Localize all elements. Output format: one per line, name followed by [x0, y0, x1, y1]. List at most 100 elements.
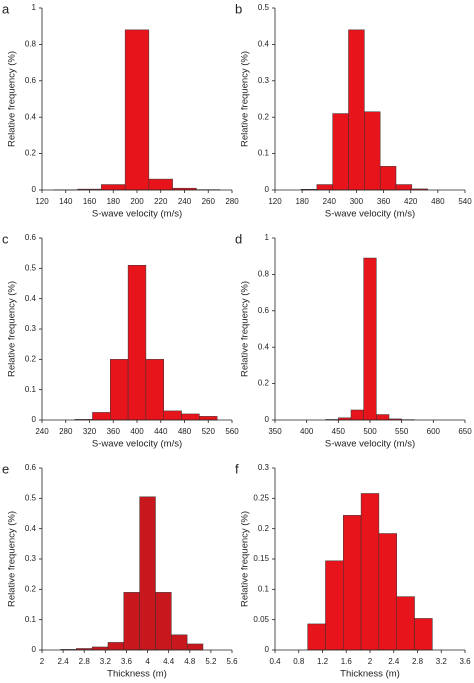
- x-tick-label: 1.6: [341, 657, 353, 666]
- y-tick-label: 0.6: [258, 306, 270, 315]
- y-axis-label: Relative frequency (%): [240, 51, 251, 147]
- bar: [376, 414, 390, 421]
- x-tick-label: 520: [202, 427, 216, 436]
- y-tick-label: 0.1: [258, 584, 270, 593]
- y-tick-label: 0.3: [258, 76, 270, 85]
- y-tick-label: 0.2: [258, 524, 270, 533]
- bar: [360, 493, 380, 651]
- x-axis-label: Thickness (m): [340, 669, 400, 680]
- x-tick-label: 2.8: [412, 657, 424, 666]
- bar: [127, 265, 147, 421]
- panel-label: d: [235, 231, 242, 246]
- bar: [92, 412, 111, 421]
- bar: [379, 166, 397, 191]
- x-tick-label: 600: [427, 427, 441, 436]
- y-tick-label: 0.4: [25, 294, 37, 303]
- bar: [123, 592, 140, 651]
- y-tick-label: 0.2: [25, 149, 37, 158]
- x-tick-label: 440: [154, 427, 168, 436]
- y-tick-label: 0: [265, 645, 270, 654]
- x-tick-label: 4.4: [163, 657, 175, 666]
- x-tick-label: 280: [225, 197, 239, 206]
- x-tick-label: 500: [363, 427, 377, 436]
- y-tick-label: 0.2: [258, 112, 270, 121]
- panel-label: b: [235, 1, 242, 16]
- y-tick-label: 0.8: [258, 270, 270, 279]
- bar: [343, 515, 362, 651]
- y-tick-label: 0: [32, 645, 37, 654]
- x-tick-label: 280: [59, 427, 73, 436]
- y-tick-label: 0.5: [258, 3, 270, 12]
- x-tick-label: 120: [35, 197, 49, 206]
- bar: [163, 410, 182, 421]
- x-axis-label: S-wave velocity (m/s): [325, 209, 415, 220]
- x-tick-label: 220: [154, 197, 168, 206]
- x-tick-label: 480: [178, 427, 192, 436]
- x-tick-label: 240: [35, 427, 49, 436]
- y-axis-label: Relative frequency (%): [7, 281, 18, 377]
- bar: [325, 560, 344, 651]
- x-tick-label: 3.2: [100, 657, 112, 666]
- x-tick-label: 5.2: [205, 657, 217, 666]
- bar: [124, 29, 150, 191]
- y-axis-label: Relative frequency (%): [7, 51, 18, 147]
- x-tick-label: 140: [59, 197, 73, 206]
- y-tick-label: 0.1: [258, 149, 270, 158]
- x-tick-label: 2.4: [58, 657, 70, 666]
- x-tick-label: 360: [107, 427, 121, 436]
- x-tick-label: 420: [404, 197, 418, 206]
- bar: [139, 496, 156, 651]
- x-tick-label: 200: [130, 197, 144, 206]
- x-tick-label: 240: [178, 197, 192, 206]
- y-tick-label: 0.5: [25, 263, 37, 272]
- x-tick-label: 3.6: [459, 657, 471, 666]
- x-tick-label: 550: [395, 427, 409, 436]
- x-tick-label: 2.4: [388, 657, 400, 666]
- y-tick-label: 0: [32, 415, 37, 424]
- x-tick-label: 260: [202, 197, 216, 206]
- y-tick-label: 0.3: [25, 554, 37, 563]
- y-tick-label: 0.25: [253, 493, 269, 502]
- x-tick-label: 2: [40, 657, 45, 666]
- bar: [171, 634, 188, 651]
- y-tick-label: 0.4: [258, 342, 270, 351]
- bar: [378, 533, 397, 651]
- bar: [181, 413, 200, 421]
- y-tick-label: 0.2: [258, 379, 270, 388]
- x-tick-label: 180: [295, 197, 309, 206]
- x-tick-label: 560: [225, 427, 239, 436]
- bar: [155, 592, 172, 651]
- y-tick-label: 0.4: [25, 524, 37, 533]
- x-tick-label: 480: [431, 197, 445, 206]
- bar: [148, 178, 173, 191]
- x-tick-label: 1.2: [317, 657, 329, 666]
- x-tick-label: 180: [107, 197, 121, 206]
- x-tick-label: 5.6: [226, 657, 238, 666]
- y-tick-label: 0.4: [25, 112, 37, 121]
- bar: [350, 409, 364, 421]
- y-tick-label: 0.05: [253, 615, 269, 624]
- bar: [332, 113, 349, 191]
- x-axis-label: S-wave velocity (m/s): [92, 439, 182, 450]
- x-tick-label: 350: [268, 427, 282, 436]
- bar: [101, 184, 126, 191]
- y-tick-label: 0.15: [253, 554, 269, 563]
- bar: [307, 623, 326, 651]
- bar: [396, 596, 415, 651]
- y-tick-label: 0.2: [25, 584, 37, 593]
- y-tick-label: 0.6: [25, 233, 37, 242]
- x-tick-label: 650: [458, 427, 472, 436]
- y-tick-label: 1: [265, 233, 270, 242]
- panel-label: a: [2, 1, 10, 16]
- x-tick-label: 3.2: [436, 657, 448, 666]
- y-tick-label: 0.3: [25, 324, 37, 333]
- bar: [91, 646, 109, 651]
- bar: [364, 111, 381, 191]
- bar: [107, 642, 125, 651]
- x-tick-label: 360: [377, 197, 391, 206]
- bar: [348, 29, 365, 191]
- x-tick-label: 450: [332, 427, 346, 436]
- panel-label: f: [235, 461, 239, 476]
- x-tick-label: 4: [145, 657, 150, 666]
